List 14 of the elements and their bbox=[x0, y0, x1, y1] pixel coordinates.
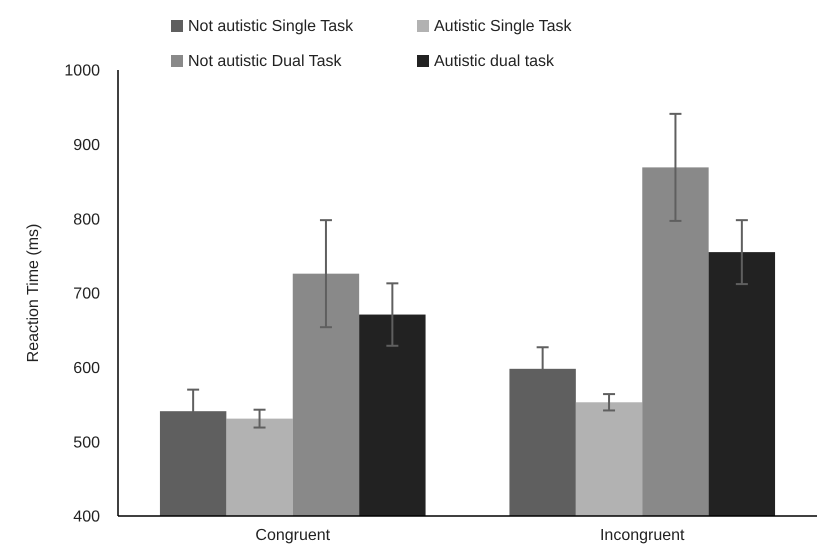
y-tick-label: 600 bbox=[73, 360, 100, 377]
legend-label: Autistic Single Task bbox=[434, 18, 573, 35]
y-tick-label: 900 bbox=[73, 136, 100, 154]
legend-label: Autistic dual task bbox=[434, 53, 556, 70]
y-axis-title: Reaction Time (ms) bbox=[25, 224, 42, 362]
x-tick-label: Congruent bbox=[255, 527, 331, 544]
y-tick-label: 400 bbox=[73, 508, 100, 526]
y-tick-label: 500 bbox=[73, 434, 100, 452]
y-tick-label: 1000 bbox=[64, 62, 100, 80]
legend-label: Not autistic Dual Task bbox=[188, 53, 343, 70]
y-tick-label: 700 bbox=[73, 286, 100, 303]
x-tick-label: Incongruent bbox=[600, 527, 686, 544]
legend-label: Not autistic Single Task bbox=[188, 18, 354, 35]
y-tick-label: 800 bbox=[73, 211, 100, 228]
